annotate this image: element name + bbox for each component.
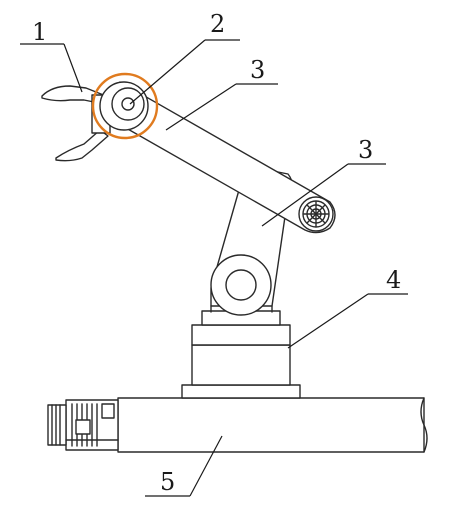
upper-arm xyxy=(111,81,336,234)
gripper xyxy=(41,85,111,162)
label-lower-arm: 3 xyxy=(358,136,373,164)
label-base-column: 4 xyxy=(386,266,401,294)
drive-motor xyxy=(47,399,119,451)
label-rotary-joint: 2 xyxy=(210,10,225,38)
highlight-ring xyxy=(91,72,159,140)
label-upper-arm: 3 xyxy=(250,56,265,84)
rotary-joint xyxy=(99,81,149,131)
label-gripper: 1 xyxy=(32,18,47,46)
base-column xyxy=(181,310,301,399)
leader-lines xyxy=(20,39,408,497)
track-rail xyxy=(117,397,428,453)
label-track-rail: 5 xyxy=(160,468,175,496)
